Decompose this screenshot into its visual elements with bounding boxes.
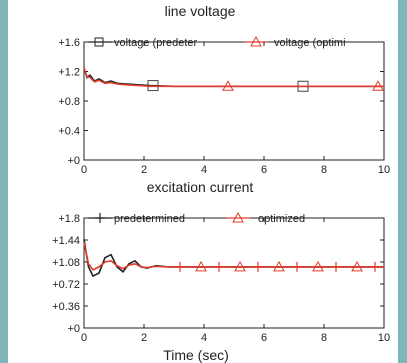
chart-title-excitation-current: excitation current xyxy=(147,179,254,195)
figure-frame: line voltage voltage (predeter voltage (… xyxy=(8,0,398,363)
triangle-marker xyxy=(234,260,246,272)
subplot-line-voltage: line voltage voltage (predeter voltage (… xyxy=(58,3,390,176)
legend-triangle-marker xyxy=(250,35,262,47)
legend-plus-marker xyxy=(95,213,105,223)
axis-ticks-line-voltage: 0 2 4 6 8 10 +0 +0.4 +0.8 +1.2 +1.6 xyxy=(58,37,390,176)
x-tick-label: 6 xyxy=(261,164,267,176)
y-tick-label: +1.2 xyxy=(58,67,80,79)
x-axis-label: Time (sec) xyxy=(163,347,229,363)
legend-excitation-current: predetermined optimized xyxy=(88,211,305,225)
plot-area-excitation-current xyxy=(83,217,385,329)
legend-square-marker xyxy=(94,37,104,47)
triangle-marker xyxy=(222,80,234,91)
y-tick-label: +1.8 xyxy=(58,213,80,225)
triangle-marker xyxy=(372,80,384,91)
figure-svg: line voltage voltage (predeter voltage (… xyxy=(52,3,390,363)
y-tick-label: +0.36 xyxy=(52,301,80,313)
x-tick-label: 2 xyxy=(141,332,147,344)
y-tick-label: +0.72 xyxy=(52,279,80,291)
series-excitation-current xyxy=(83,239,384,278)
x-tick-label: 4 xyxy=(201,332,207,344)
series-line xyxy=(83,67,384,88)
y-tick-label: +1.44 xyxy=(52,235,80,247)
legend-label-optimized: optimized xyxy=(258,213,305,225)
legend-line-voltage: voltage (predeter voltage (optimi xyxy=(88,35,346,49)
legend-label-voltage-optimized: voltage (optimi xyxy=(274,37,346,49)
series-line-voltage xyxy=(83,67,384,92)
x-tick-label: 4 xyxy=(201,164,207,176)
triangle-marker xyxy=(312,260,324,272)
series-line xyxy=(83,242,384,271)
x-tick-label: 10 xyxy=(378,332,390,344)
x-tick-label: 2 xyxy=(141,164,147,176)
chart-title-line-voltage: line voltage xyxy=(165,3,236,19)
legend-triangle-marker-current xyxy=(232,211,244,223)
legend-label-voltage-predetermined: voltage (predeter xyxy=(114,37,197,49)
x-tick-label: 8 xyxy=(321,332,327,344)
x-tick-label: 0 xyxy=(81,332,87,344)
y-tick-label: +0 xyxy=(67,323,80,335)
y-tick-label: +0.4 xyxy=(58,126,80,138)
triangle-marker xyxy=(273,260,285,272)
y-tick-label: +0 xyxy=(67,155,80,167)
x-tick-label: 10 xyxy=(378,164,390,176)
plot-area-line-voltage xyxy=(83,41,385,161)
x-tick-label: 0 xyxy=(81,164,87,176)
triangle-marker xyxy=(195,260,207,272)
x-tick-label: 8 xyxy=(321,164,327,176)
y-tick-label: +0.8 xyxy=(58,96,80,108)
y-tick-label: +1.6 xyxy=(58,37,80,49)
subplot-excitation-current: excitation current predetermined optimiz… xyxy=(52,179,390,363)
legend-label-predetermined: predetermined xyxy=(114,213,185,225)
axis-ticks-excitation-current: 0 2 4 6 8 10 +0 +0.36 +0.72 +1.08 +1.44 +1.8 xyxy=(52,213,390,344)
y-tick-label: +1.08 xyxy=(52,257,80,269)
triangle-marker xyxy=(351,260,363,272)
x-tick-label: 6 xyxy=(261,332,267,344)
